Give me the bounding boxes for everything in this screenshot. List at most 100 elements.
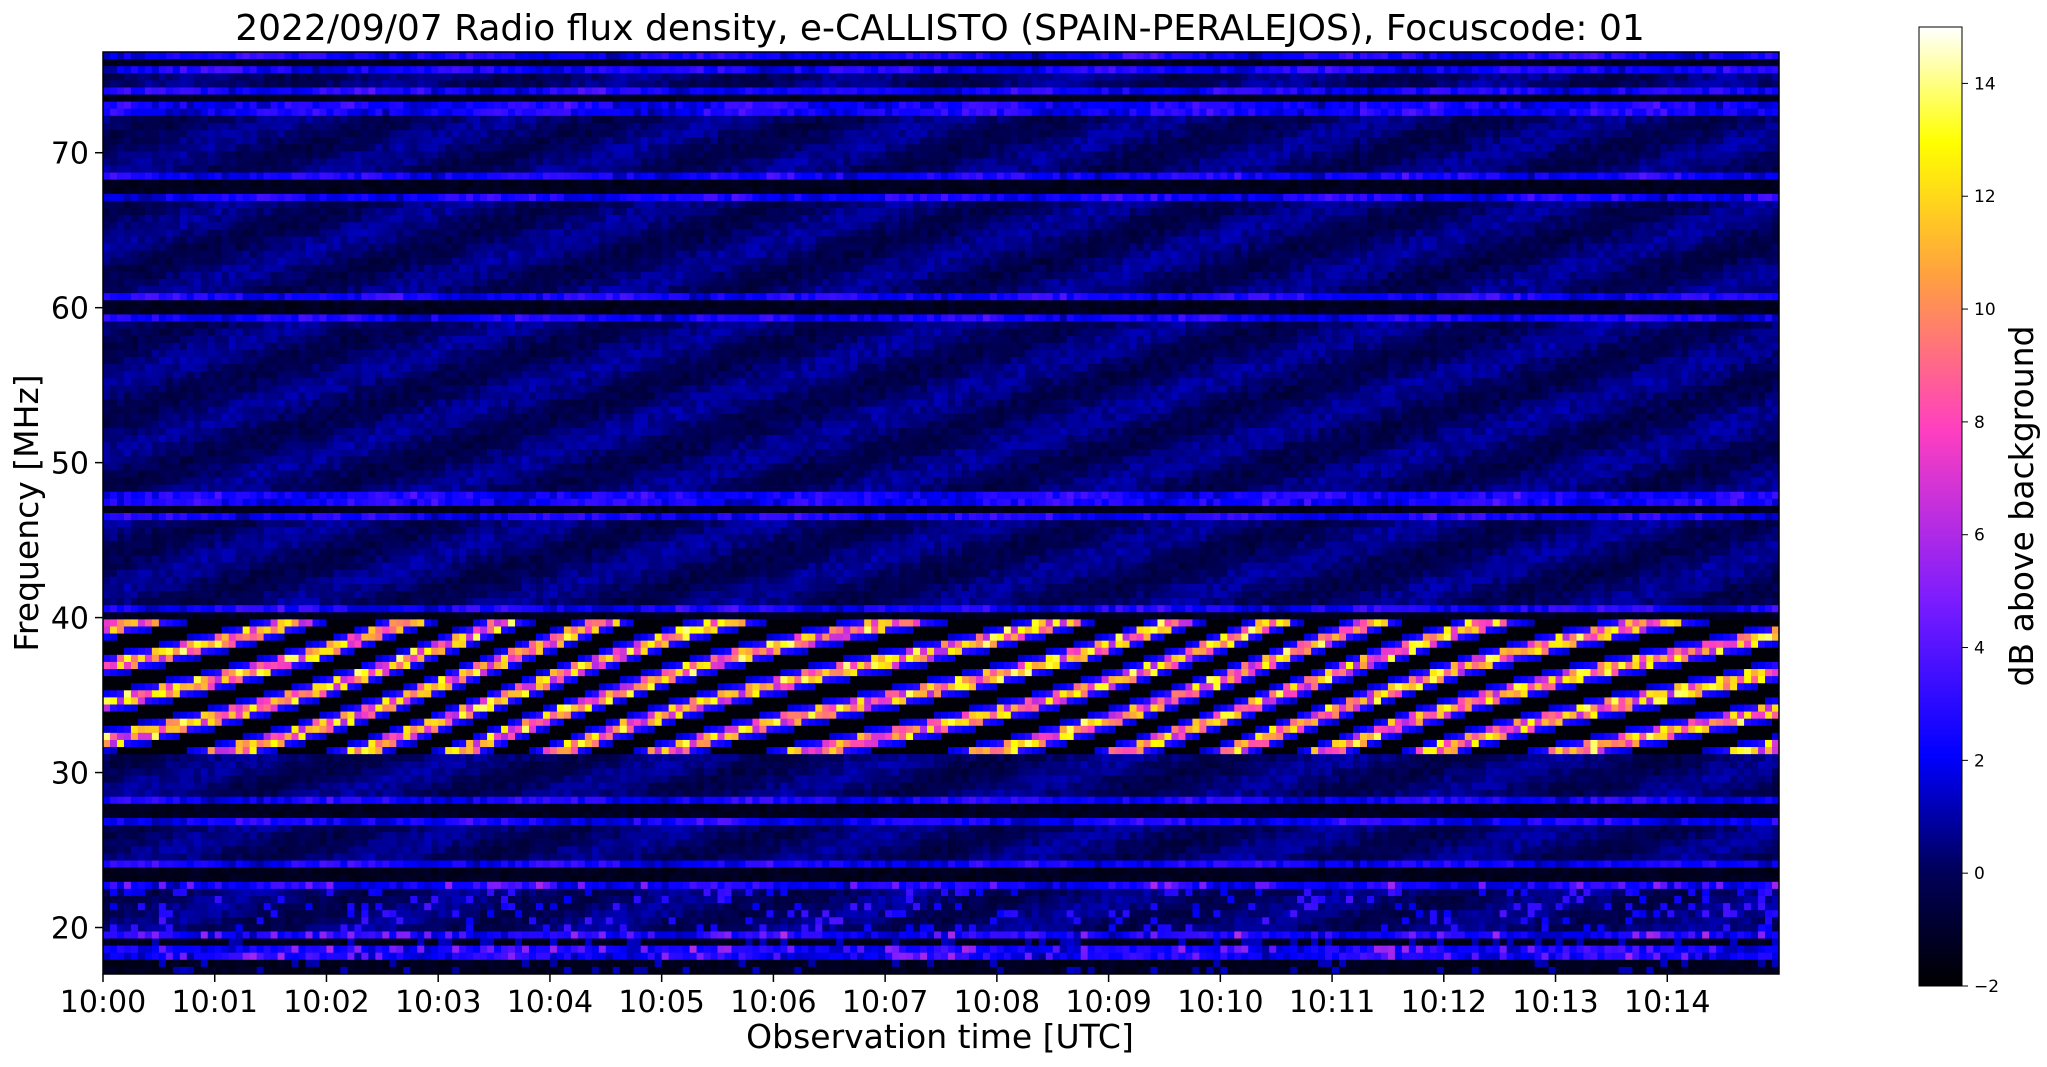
heatmap-cell xyxy=(766,179,774,188)
heatmap-cell xyxy=(1066,130,1075,138)
heatmap-cell xyxy=(361,66,369,74)
heatmap-cell xyxy=(975,101,984,110)
heatmap-cell xyxy=(424,115,432,124)
heatmap-cell xyxy=(1590,52,1599,60)
heatmap-cell xyxy=(1366,130,1375,138)
heatmap-cell xyxy=(424,151,432,159)
heatmap-cell xyxy=(354,165,362,174)
heatmap-cell xyxy=(445,108,453,117)
heatmap-cell xyxy=(1122,151,1131,159)
heatmap-cell xyxy=(438,122,446,131)
heatmap-cell xyxy=(1772,158,1779,167)
heatmap-cell xyxy=(1569,172,1578,181)
heatmap-cell xyxy=(626,179,635,188)
heatmap-cell xyxy=(200,94,209,103)
heatmap-cell xyxy=(466,179,474,188)
heatmap-cell xyxy=(361,158,369,167)
heatmap-cell xyxy=(1534,52,1543,60)
heatmap-cell xyxy=(172,179,181,188)
heatmap-cell xyxy=(1408,130,1417,138)
heatmap-cell xyxy=(752,172,761,181)
heatmap-cell xyxy=(424,144,432,152)
heatmap-cell xyxy=(822,101,830,110)
heatmap-cell xyxy=(1031,144,1040,152)
heatmap-cell xyxy=(864,66,872,74)
heatmap-cell xyxy=(1066,179,1075,188)
heatmap-cell xyxy=(172,80,181,89)
heatmap-cell xyxy=(1283,179,1291,188)
heatmap-cell xyxy=(1192,151,1200,159)
heatmap-cell xyxy=(333,165,342,174)
heatmap-cell xyxy=(333,94,342,103)
heatmap-cell xyxy=(1024,137,1033,145)
heatmap-cell xyxy=(1164,193,1173,202)
heatmap-cell xyxy=(1681,151,1689,159)
heatmap-cell xyxy=(1304,179,1312,188)
heatmap-cell xyxy=(675,186,684,195)
heatmap-cell xyxy=(116,151,125,159)
heatmap-cell xyxy=(668,52,677,60)
heatmap-cell xyxy=(738,94,747,103)
heatmap-cell xyxy=(109,172,118,181)
heatmap-cell xyxy=(647,115,656,124)
heatmap-cell xyxy=(1192,108,1200,117)
heatmap-cell xyxy=(179,122,188,131)
heatmap-cell xyxy=(487,193,495,202)
heatmap-cell xyxy=(1045,108,1054,117)
heatmap-cell xyxy=(1157,66,1166,74)
heatmap-cell xyxy=(165,158,174,167)
heatmap-cell xyxy=(340,165,349,174)
heatmap-cell xyxy=(1660,137,1668,145)
heatmap-cell xyxy=(1115,115,1124,124)
heatmap-cell xyxy=(808,193,816,202)
heatmap-cell xyxy=(207,52,216,60)
heatmap-cell xyxy=(1283,144,1291,152)
heatmap-cell xyxy=(605,66,614,74)
heatmap-cell xyxy=(689,179,698,188)
heatmap-cell xyxy=(920,158,928,167)
heatmap-cell xyxy=(249,130,258,138)
heatmap-cell xyxy=(480,73,488,81)
heatmap-cell xyxy=(626,144,635,152)
heatmap-cell xyxy=(1562,130,1571,138)
heatmap-cell xyxy=(1325,186,1333,195)
heatmap-cell xyxy=(1248,87,1256,96)
heatmap-cell xyxy=(619,137,628,145)
heatmap-cell xyxy=(1513,144,1522,152)
heatmap-cell xyxy=(1758,66,1766,74)
heatmap-cell xyxy=(438,137,446,145)
heatmap-cell xyxy=(822,193,830,202)
heatmap-cell xyxy=(570,108,579,117)
heatmap-cell xyxy=(710,80,719,89)
heatmap-cell xyxy=(1003,108,1012,117)
heatmap-cell xyxy=(920,59,928,67)
heatmap-cell xyxy=(1360,80,1368,89)
heatmap-cell xyxy=(1248,73,1256,81)
heatmap-cell xyxy=(1311,66,1319,74)
heatmap-cell xyxy=(661,151,670,159)
heatmap-cell xyxy=(857,179,865,188)
heatmap-cell xyxy=(1115,144,1124,152)
heatmap-cell xyxy=(1017,172,1026,181)
heatmap-cell xyxy=(989,122,998,131)
heatmap-cell xyxy=(906,108,914,117)
heatmap-cell xyxy=(1457,80,1466,89)
heatmap-cell xyxy=(1604,115,1612,124)
heatmap-cell xyxy=(1360,186,1368,195)
heatmap-cell xyxy=(1318,186,1326,195)
heatmap-cell xyxy=(1408,101,1417,110)
heatmap-cell xyxy=(487,144,495,152)
heatmap-cell xyxy=(1010,59,1019,67)
heatmap-cell xyxy=(829,94,837,103)
heatmap-cell xyxy=(1660,115,1668,124)
heatmap-cell xyxy=(947,87,956,96)
heatmap-cell xyxy=(1115,73,1124,81)
heatmap-cell xyxy=(277,73,286,81)
heatmap-cell xyxy=(1003,193,1012,202)
heatmap-cell xyxy=(333,179,342,188)
heatmap-cell xyxy=(675,179,684,188)
heatmap-cell xyxy=(619,165,628,174)
heatmap-cell xyxy=(668,137,677,145)
heatmap-cell xyxy=(305,137,314,145)
heatmap-cell xyxy=(312,165,321,174)
